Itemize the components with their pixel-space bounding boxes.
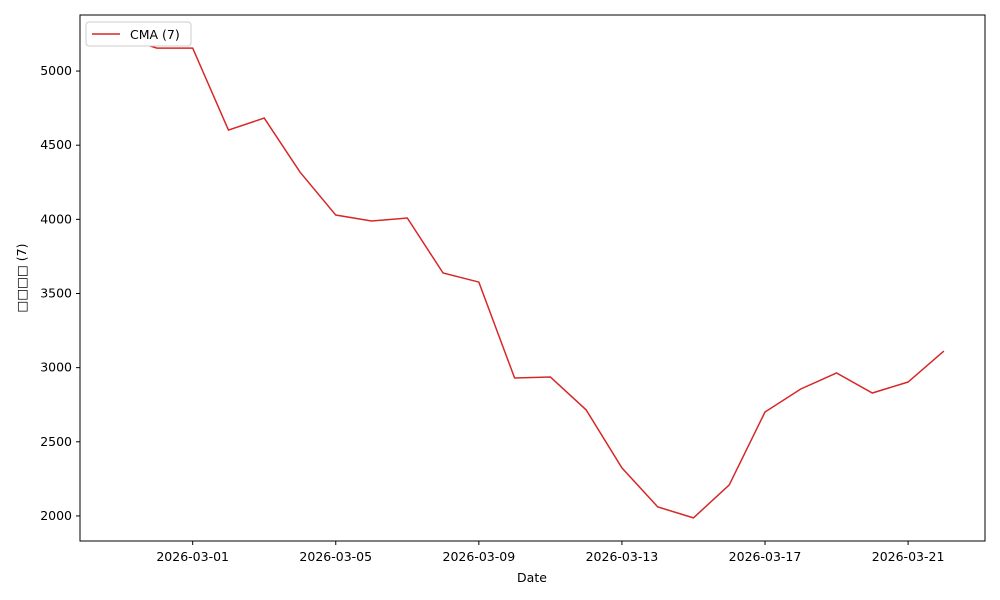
y-tick-label: 3000 (40, 360, 72, 375)
x-tick-label: 2026-03-01 (156, 549, 229, 564)
x-tick-label: 2026-03-13 (586, 549, 659, 564)
x-tick-label: 2026-03-09 (443, 549, 516, 564)
y-tick-label: 4500 (40, 137, 72, 152)
data-line (120, 36, 945, 519)
y-tick-label: 5000 (40, 63, 72, 78)
y-tick-label: 3500 (40, 285, 72, 300)
y-tick-label: 2000 (40, 508, 72, 523)
legend-box (85, 21, 192, 47)
y-axis-label: □□□□ (7) (14, 244, 29, 313)
x-axis-label: Date (517, 570, 547, 585)
legend-label: CMA (7) (130, 27, 180, 42)
y-tick-label: 2500 (40, 434, 72, 449)
y-tick-label: 4000 (40, 211, 72, 226)
x-tick-label: 2026-03-21 (872, 549, 945, 564)
plot-frame (79, 14, 986, 542)
x-tick-label: 2026-03-05 (299, 549, 372, 564)
x-tick-label: 2026-03-17 (729, 549, 802, 564)
